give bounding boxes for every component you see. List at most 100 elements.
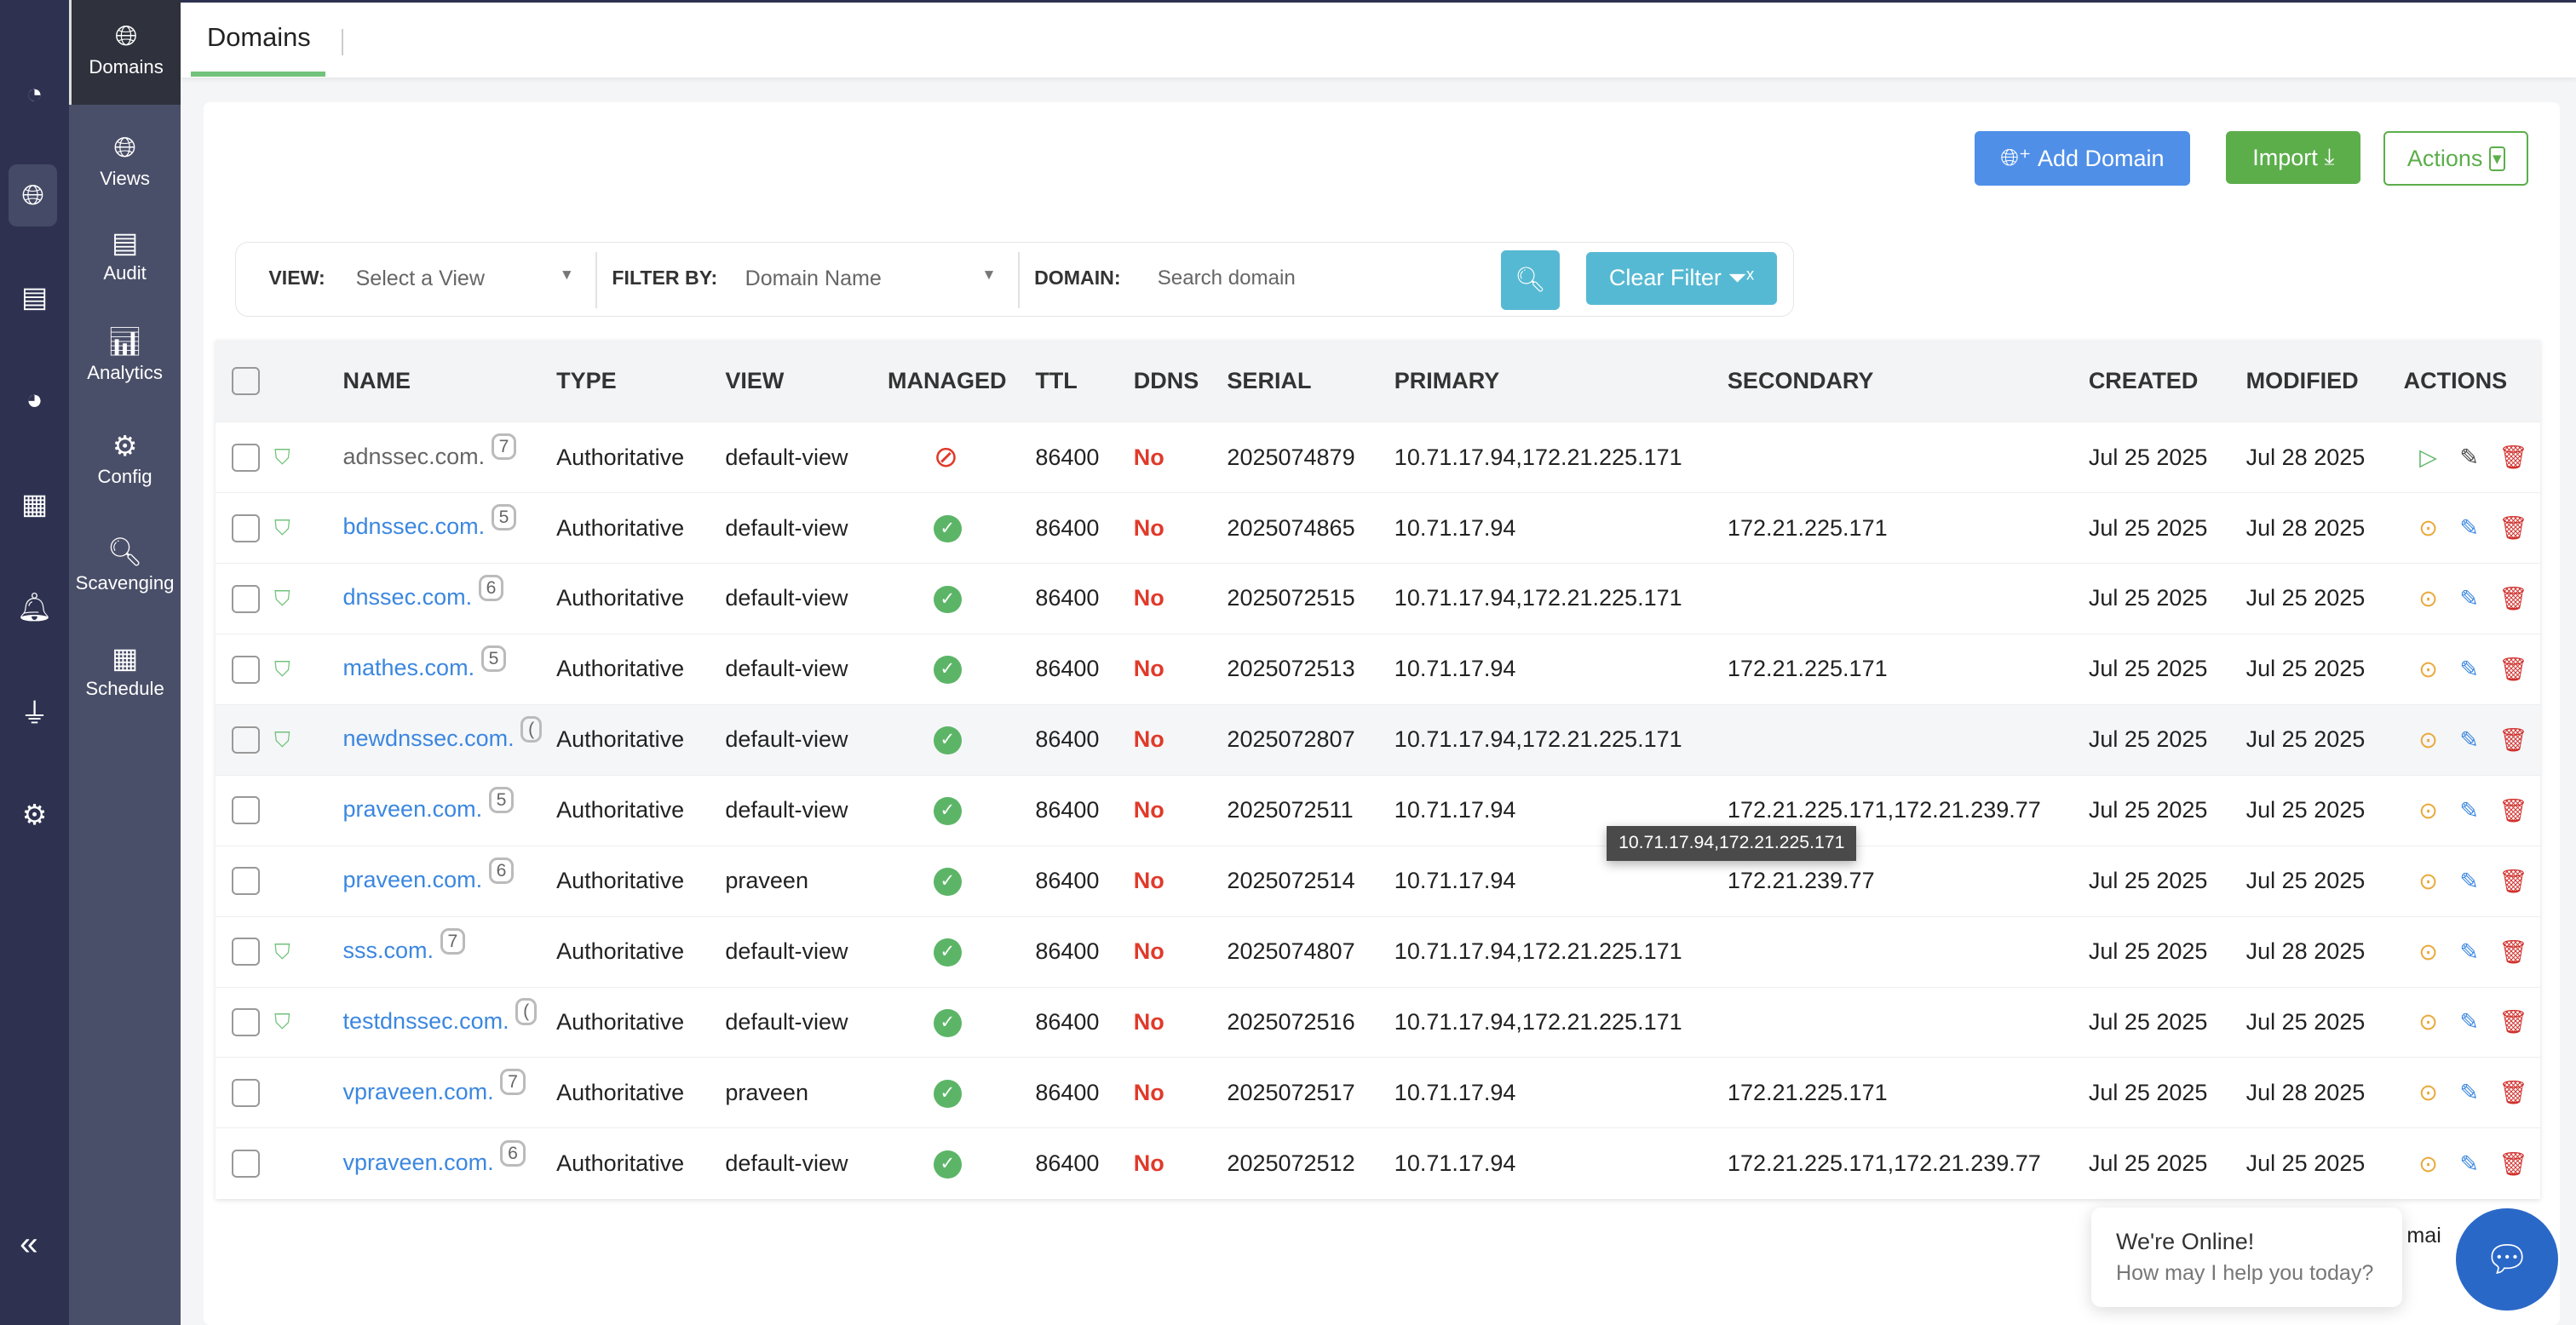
delete-icon[interactable]: 🗑︎ bbox=[2498, 868, 2528, 894]
settings-icon[interactable]: ⚙ bbox=[21, 798, 48, 830]
pause-icon[interactable]: ⊙ bbox=[2418, 868, 2438, 894]
bell-icon[interactable]: 🔔︎ bbox=[16, 591, 53, 623]
delete-icon[interactable]: 🗑︎ bbox=[2498, 1150, 2528, 1177]
column-header-actions[interactable]: ACTIONS bbox=[2403, 367, 2508, 393]
sidebar-item-scavenging[interactable]: 🔍︎ Scavenging bbox=[69, 536, 181, 594]
sidebar-item-domains[interactable]: 🌐︎ Domains bbox=[69, 0, 181, 106]
clear-filter-button[interactable]: Clear Filter ⏷ˣ bbox=[1586, 252, 1777, 305]
row-checkbox[interactable] bbox=[231, 726, 260, 754]
server-security-icon[interactable]: ▦ bbox=[21, 488, 48, 520]
pause-icon[interactable]: ⊙ bbox=[2418, 1150, 2438, 1177]
chevron-down-icon[interactable]: ▼ bbox=[981, 265, 997, 283]
pause-icon[interactable]: ⊙ bbox=[2418, 726, 2438, 753]
domain-search-input[interactable]: Search domain bbox=[1157, 267, 1296, 290]
row-checkbox[interactable] bbox=[231, 1150, 260, 1179]
table-row[interactable]: ⛉ bdnssec.com. 5 Authoritative default-view ✓… bbox=[215, 492, 2540, 564]
pause-icon[interactable]: ⊙ bbox=[2418, 797, 2438, 823]
edit-icon[interactable]: ✎ bbox=[2459, 726, 2480, 753]
row-checkbox[interactable] bbox=[231, 796, 260, 825]
network-icon[interactable]: ▤ bbox=[21, 281, 48, 313]
tab-domains[interactable]: Domains bbox=[206, 22, 311, 53]
reports-icon[interactable]: ◕ bbox=[26, 382, 43, 415]
edit-icon[interactable]: ✎ bbox=[2459, 515, 2480, 542]
sidebar-item-audit[interactable]: ▤ Audit bbox=[69, 227, 181, 284]
domain-name-link[interactable]: bdnssec.com. bbox=[342, 513, 486, 540]
row-checkbox[interactable] bbox=[231, 938, 260, 967]
domain-name-link[interactable]: sss.com. bbox=[342, 938, 434, 964]
sidebar-item-analytics[interactable]: 📊︎ Analytics bbox=[69, 325, 181, 384]
pause-icon[interactable]: ⊙ bbox=[2418, 1009, 2438, 1035]
column-header-primary[interactable]: PRIMARY bbox=[1394, 367, 1500, 393]
table-row[interactable]: ⛉ adnssec.com. 7 Authoritative default-view ⊘… bbox=[215, 422, 2540, 493]
edit-icon[interactable]: ✎ bbox=[2459, 1150, 2480, 1177]
table-row[interactable]: ⛉ sss.com. 7 Authoritative default-view ✓ 8640… bbox=[215, 916, 2540, 988]
table-row[interactable]: vpraveen.com. 7 Authoritative praveen ✓ 86400… bbox=[215, 1057, 2540, 1128]
table-row[interactable]: vpraveen.com. 6 Authoritative default-view ✓… bbox=[215, 1127, 2540, 1199]
pause-icon[interactable]: ⊙ bbox=[2418, 1080, 2438, 1106]
edit-icon[interactable]: ✎ bbox=[2459, 656, 2480, 682]
column-header-secondary[interactable]: SECONDARY bbox=[1727, 367, 1874, 393]
edit-icon[interactable]: ✎ bbox=[2459, 938, 2480, 965]
column-header-ttl[interactable]: TTL bbox=[1035, 367, 1078, 393]
add-domain-button[interactable]: 🌐︎⁺ Add Domain bbox=[1975, 131, 2190, 186]
sidebar-item-schedule[interactable]: ▦ Schedule bbox=[69, 642, 181, 700]
domain-name-link[interactable]: praveen.com. bbox=[342, 796, 483, 823]
chevron-down-icon[interactable]: ▼ bbox=[559, 265, 574, 283]
column-header-type[interactable]: TYPE bbox=[556, 367, 617, 393]
column-header-modified[interactable]: MODIFIED bbox=[2245, 367, 2359, 393]
table-row[interactable]: ⛉ testdnssec.com.(Authoritative default-vi… bbox=[215, 987, 2540, 1058]
actions-dropdown-button[interactable]: Actions ▾ bbox=[2383, 131, 2529, 186]
delete-icon[interactable]: 🗑︎ bbox=[2498, 515, 2528, 542]
chat-launcher-button[interactable]: 💬︎ bbox=[2456, 1208, 2558, 1311]
sidebar-item-views[interactable]: 🌐︎ Views bbox=[69, 131, 181, 190]
delete-icon[interactable]: 🗑︎ bbox=[2498, 938, 2528, 965]
row-checkbox[interactable] bbox=[231, 513, 260, 542]
import-button[interactable]: Import ⤓ bbox=[2226, 131, 2361, 184]
select-all-checkbox[interactable] bbox=[231, 366, 260, 395]
pause-icon[interactable]: ⊙ bbox=[2418, 515, 2438, 542]
table-row[interactable]: ⛉ dnssec.com. 6 Authoritative default-view ✓ 8… bbox=[215, 563, 2540, 634]
column-header-created[interactable]: CREATED bbox=[2088, 367, 2199, 393]
domain-name-link[interactable]: newdnssec.com. bbox=[342, 726, 515, 752]
play-icon[interactable]: ▷ bbox=[2419, 445, 2437, 471]
column-header-managed[interactable]: MANAGED bbox=[887, 367, 1007, 393]
table-row[interactable]: ⛉ newdnssec.com.(Authoritative default-vie… bbox=[215, 704, 2540, 776]
search-button[interactable]: 🔍︎ bbox=[1500, 250, 1561, 310]
domain-name-link[interactable]: vpraveen.com. bbox=[342, 1078, 494, 1104]
edit-icon[interactable]: ✎ bbox=[2459, 1080, 2480, 1106]
table-row[interactable]: ⛉ mathes.com. 5 Authoritative default-view ✓ 8… bbox=[215, 634, 2540, 705]
filter-by-select[interactable]: Domain Name bbox=[745, 267, 882, 291]
pause-icon[interactable]: ⊙ bbox=[2418, 585, 2438, 611]
table-row[interactable]: praveen.com. 5 Authoritative default-view ✓ 8… bbox=[215, 775, 2540, 846]
delete-icon[interactable]: 🗑︎ bbox=[2498, 726, 2528, 753]
domain-name-link[interactable]: dnssec.com. bbox=[342, 584, 473, 611]
column-header-view[interactable]: VIEW bbox=[725, 367, 785, 393]
dashboard-icon[interactable]: ◔ bbox=[26, 77, 43, 109]
view-select[interactable]: Select a View bbox=[355, 267, 485, 291]
chat-popup[interactable]: We're Online! How may I help you today? bbox=[2091, 1207, 2402, 1308]
domain-name-link[interactable]: testdnssec.com. bbox=[342, 1007, 509, 1034]
domain-name-link[interactable]: praveen.com. bbox=[342, 867, 483, 893]
dns-icon[interactable]: 🌐︎ bbox=[8, 163, 58, 227]
column-header-ddns[interactable]: DDNS bbox=[1133, 367, 1199, 393]
collapse-sidebar-button[interactable]: « bbox=[20, 1225, 38, 1262]
delete-icon[interactable]: 🗑︎ bbox=[2498, 797, 2528, 823]
delete-icon[interactable]: 🗑︎ bbox=[2498, 1080, 2528, 1106]
edit-icon[interactable]: ✎ bbox=[2459, 797, 2480, 823]
row-checkbox[interactable] bbox=[231, 584, 260, 613]
column-header-name[interactable]: NAME bbox=[342, 367, 411, 393]
delete-icon[interactable]: 🗑︎ bbox=[2498, 585, 2528, 611]
domain-name-link[interactable]: adnssec.com. bbox=[342, 443, 486, 469]
edit-icon[interactable]: ✎ bbox=[2459, 1009, 2480, 1035]
edit-icon[interactable]: ✎ bbox=[2459, 868, 2480, 894]
plugin-icon[interactable]: ⏚ bbox=[20, 697, 49, 729]
row-checkbox[interactable] bbox=[231, 443, 260, 472]
pause-icon[interactable]: ⊙ bbox=[2418, 938, 2438, 965]
row-checkbox[interactable] bbox=[231, 1079, 260, 1108]
column-header-serial[interactable]: SERIAL bbox=[1227, 367, 1312, 393]
table-row[interactable]: praveen.com. 6 Authoritative praveen ✓ 86400 N… bbox=[215, 846, 2540, 917]
sidebar-item-config[interactable]: ⚙ Config bbox=[69, 430, 181, 488]
delete-icon[interactable]: 🗑︎ bbox=[2498, 656, 2528, 682]
delete-icon[interactable]: 🗑︎ bbox=[2498, 445, 2528, 471]
row-checkbox[interactable] bbox=[231, 655, 260, 684]
